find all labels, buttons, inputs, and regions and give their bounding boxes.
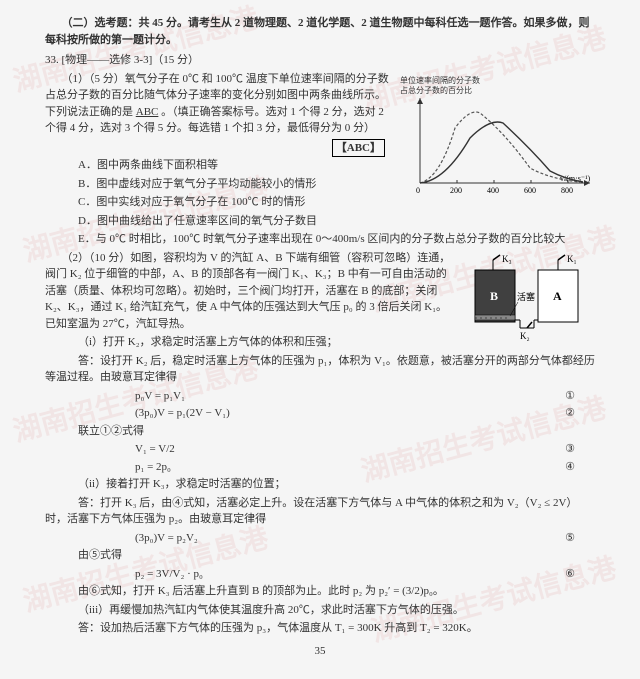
from5-text: 由⑤式得	[45, 547, 595, 564]
equation-row: (3p₀)V = p₂V₂ ⑤	[45, 530, 595, 547]
page-content: （二）选考题：共 45 分。请考生从 2 道物理题、2 道化学题、2 道生物题中…	[45, 15, 595, 659]
svg-text:A: A	[553, 289, 562, 303]
eq-number-2: ②	[565, 405, 575, 422]
svg-text:K₁: K₁	[567, 254, 577, 264]
part2-iii-answer: 答：设加热后活塞下方气体的压强为 p₃，气体温度从 T₁ = 300K 升高到 …	[45, 620, 595, 637]
equation-row: (3p₀)V = p₁(2V − V₁) ②	[45, 405, 595, 422]
part2-i-answer: 答：设打开 K₂ 后，稳定时活塞上方气体的压强为 p₁，体积为 V₁。依题意，被…	[45, 353, 595, 386]
svg-text:600: 600	[524, 186, 536, 195]
answer-box: 【ABC】	[332, 139, 385, 158]
velocity-distribution-graph: 单位速率间隔的分子数 占总分子数的百分比 0 200 400 600 800 v…	[395, 73, 595, 198]
eq-number-6: ⑥	[565, 566, 575, 583]
svg-text:B: B	[490, 289, 498, 303]
equation-row: p₁ = 2p₀ ④	[45, 459, 595, 476]
equation-1: p₀V = p₁V₁	[135, 388, 185, 405]
graph-ylabel1: 单位速率间隔的分子数	[400, 75, 480, 85]
equation-6: p₂ = 3V/V₂ · p₀	[135, 566, 203, 583]
cylinder-circuit-diagram: B A K₃ K₁ K₂ 活塞	[460, 252, 595, 342]
part2-sub-iii: （iii）再缓慢加热汽缸内气体使其温度升高 20℃，求此时活塞下方气体的压强。	[45, 602, 595, 619]
section-header: （二）选考题：共 45 分。请考生从 2 道物理题、2 道化学题、2 道生物题中…	[45, 15, 595, 48]
conclusion-6: 由⑥式知，打开 K₃ 后活塞上升直到 B 的顶部为止。此时 p₂ 为 p₂′ =…	[45, 583, 595, 600]
equation-2: (3p₀)V = p₁(2V − V₁)	[135, 405, 230, 422]
eq-number-1: ①	[565, 388, 575, 405]
svg-text:200: 200	[450, 186, 462, 195]
equation-row: p₀V = p₁V₁ ①	[45, 388, 595, 405]
eq-number-4: ④	[565, 459, 575, 476]
svg-text:K₂: K₂	[520, 331, 530, 341]
page-number: 35	[45, 643, 595, 660]
svg-text:400: 400	[487, 186, 499, 195]
graph-ylabel2: 占总分子数的百分比	[400, 85, 472, 95]
option-e: E．与 0℃ 时相比，100℃ 时氧气分子速率出现在 0～400m/s 区间内的…	[45, 231, 595, 248]
part2-ii-answer: 答：打开 K₃ 后，由④式知，活塞必定上升。设在活塞下方气体与 A 中气体的体积…	[45, 495, 595, 528]
eq-number-5: ⑤	[565, 530, 575, 547]
part2-sub-ii: （ii）接着打开 K₃，求稳定时活塞的位置；	[45, 476, 595, 493]
answer-blank: ABC	[136, 106, 159, 118]
question-number: 33.	[45, 54, 59, 66]
svg-text:800: 800	[561, 186, 573, 195]
joint-text: 联立①②式得	[45, 423, 595, 440]
svg-text:活塞: 活塞	[517, 291, 535, 302]
equation-5: (3p₀)V = p₂V₂	[135, 530, 198, 547]
svg-text:0: 0	[416, 186, 420, 195]
equation-3: V₁ = V/2	[135, 441, 175, 458]
question-tag: [物理——选修 3-3]（15 分）	[62, 54, 200, 66]
option-d: D．图中曲线给出了任意速率区间的氧气分子数目	[45, 213, 595, 230]
svg-text:K₃: K₃	[502, 254, 512, 264]
equation-row: p₂ = 3V/V₂ · p₀ ⑥	[45, 566, 595, 583]
eq-number-3: ③	[565, 441, 575, 458]
equation-4: p₁ = 2p₀	[135, 459, 171, 476]
equation-row: V₁ = V/2 ③	[45, 441, 595, 458]
